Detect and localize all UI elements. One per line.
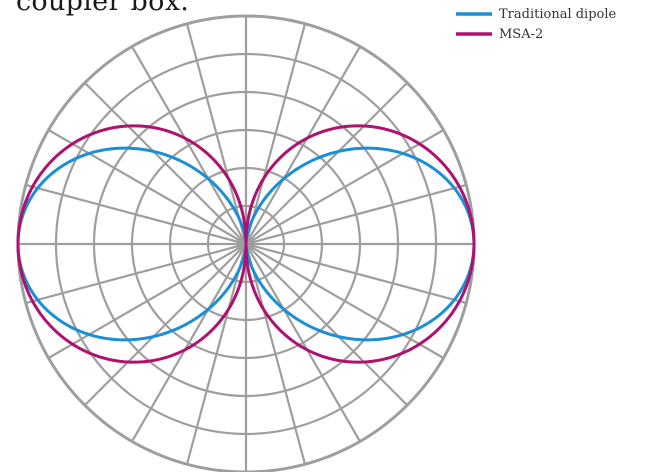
pattern-curves: [16, 124, 476, 364]
grid-spoke: [244, 23, 307, 245]
grid-spoke: [25, 242, 247, 305]
grid-spoke: [131, 243, 247, 443]
grid-spoke: [131, 45, 247, 245]
grid-spoke: [245, 242, 467, 305]
grid-spoke: [245, 82, 408, 245]
grid-spoke: [245, 45, 361, 245]
legend: Traditional dipole MSA-2: [456, 7, 617, 42]
grid-spoke: [25, 183, 247, 246]
grid-spoke: [245, 243, 445, 359]
grid-spoke: [245, 243, 408, 406]
polar-grid: [16, 14, 476, 472]
grid-spoke: [185, 243, 248, 465]
grid-spoke: [47, 129, 247, 245]
grid-spoke: [47, 243, 247, 359]
grid-spoke: [185, 23, 248, 245]
grid-spoke: [245, 243, 361, 443]
grid-spoke: [84, 82, 247, 245]
grid-spoke: [84, 243, 247, 406]
legend-label-traditional-dipole: Traditional dipole: [499, 7, 617, 22]
grid-spoke: [244, 243, 307, 465]
series-line-msa-2: [16, 124, 476, 364]
legend-label-msa-2: MSA-2: [499, 27, 543, 42]
caption-fragment: coupler box.: [16, 0, 190, 17]
grid-spoke: [245, 183, 467, 246]
grid-spoke: [245, 129, 445, 245]
